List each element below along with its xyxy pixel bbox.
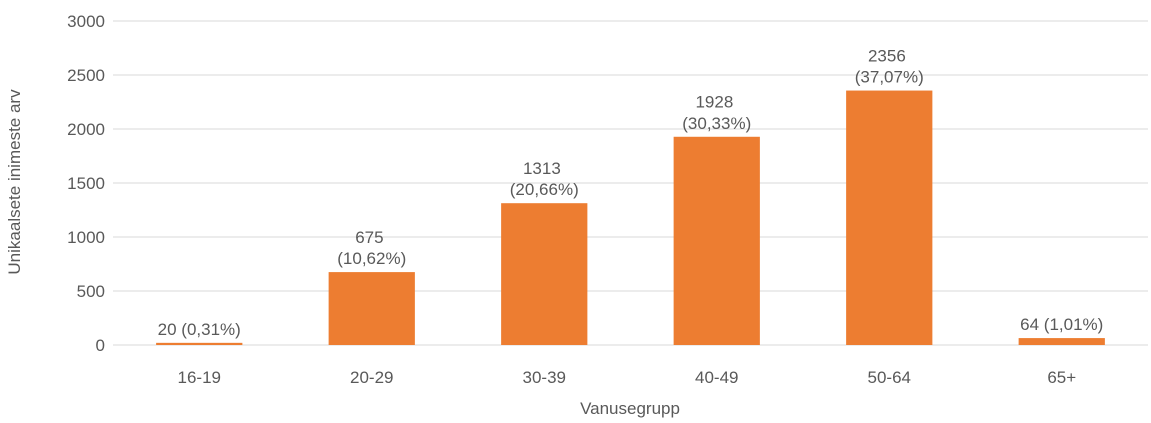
x-axis-title: Vanusegrupp <box>580 399 680 418</box>
x-tick-label: 30-39 <box>523 368 566 387</box>
data-label: 675 (10,62%) <box>337 228 406 268</box>
data-label-line: (20,66%) <box>510 180 579 199</box>
y-axis-title: Unikaalsete inimeste arv <box>5 89 24 275</box>
x-tick-label: 16-19 <box>178 368 221 387</box>
x-tick-label: 65+ <box>1047 368 1076 387</box>
bar <box>673 136 760 345</box>
data-label-line: 2356 <box>868 46 911 65</box>
data-label: 2356 (37,07%) <box>855 46 924 86</box>
y-tick-label: 1500 <box>67 174 105 193</box>
data-label-line: (10,62%) <box>337 249 406 268</box>
bar <box>156 342 243 345</box>
x-tick-label: 50-64 <box>868 368 911 387</box>
y-tick-label: 0 <box>96 336 105 355</box>
data-label-line: (37,07%) <box>855 68 924 87</box>
bar <box>1018 338 1105 345</box>
y-tick-label: 2500 <box>67 66 105 85</box>
data-label: 1313 (20,66%) <box>510 159 579 199</box>
y-tick-label: 2000 <box>67 120 105 139</box>
bar <box>328 272 415 345</box>
x-tick-label: 20-29 <box>350 368 393 387</box>
data-label: 20 (0,31%) <box>158 320 241 339</box>
bar <box>846 90 933 345</box>
y-tick-label: 3000 <box>67 12 105 31</box>
data-label: 64 (1,01%) <box>1020 315 1103 334</box>
data-label-line: 675 <box>355 228 388 247</box>
bar <box>501 203 588 345</box>
y-tick-label: 1000 <box>67 228 105 247</box>
data-label-line: 1928 <box>695 93 738 112</box>
y-tick-label: 500 <box>77 282 105 301</box>
x-tick-label: 40-49 <box>695 368 738 387</box>
data-label: 1928 (30,33%) <box>682 93 751 133</box>
data-label-line: (30,33%) <box>682 114 751 133</box>
data-label-line: 1313 <box>523 159 566 178</box>
